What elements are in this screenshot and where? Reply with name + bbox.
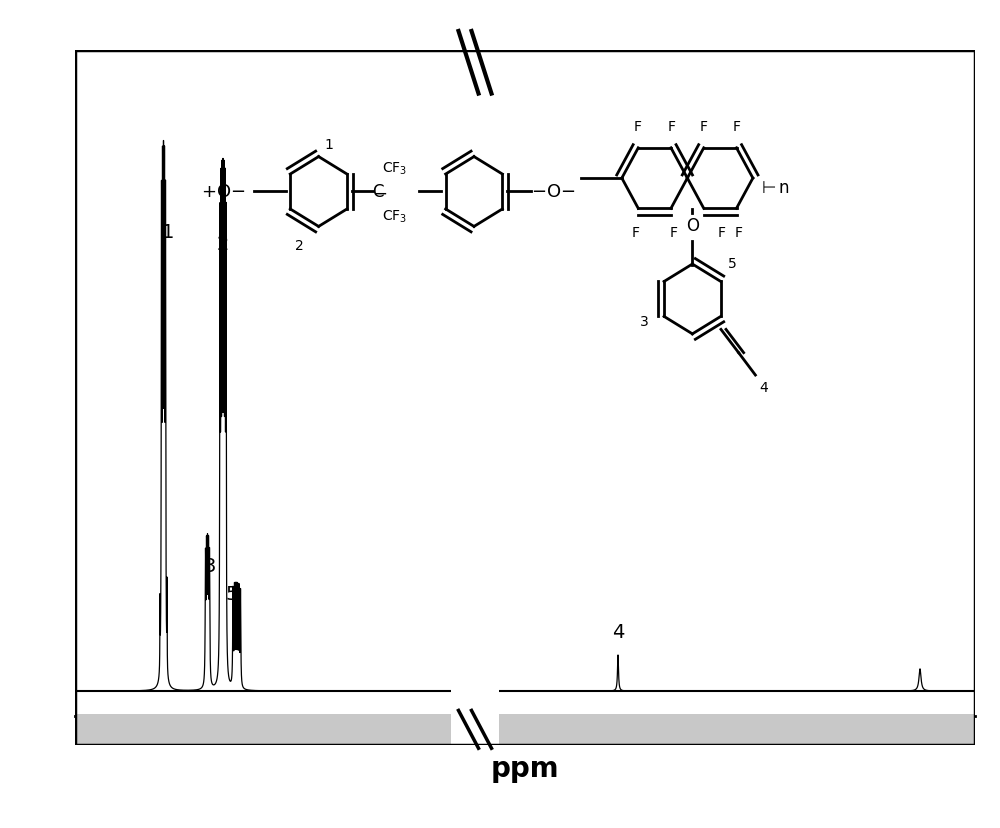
Bar xyxy=(451,41,499,716)
Bar xyxy=(451,710,499,749)
Text: 1: 1 xyxy=(162,222,175,241)
Text: 3: 3 xyxy=(204,556,216,575)
Text: 2: 2 xyxy=(217,235,229,254)
X-axis label: ppm: ppm xyxy=(491,754,559,782)
Text: 5: 5 xyxy=(226,585,238,604)
Text: 4: 4 xyxy=(612,623,624,641)
